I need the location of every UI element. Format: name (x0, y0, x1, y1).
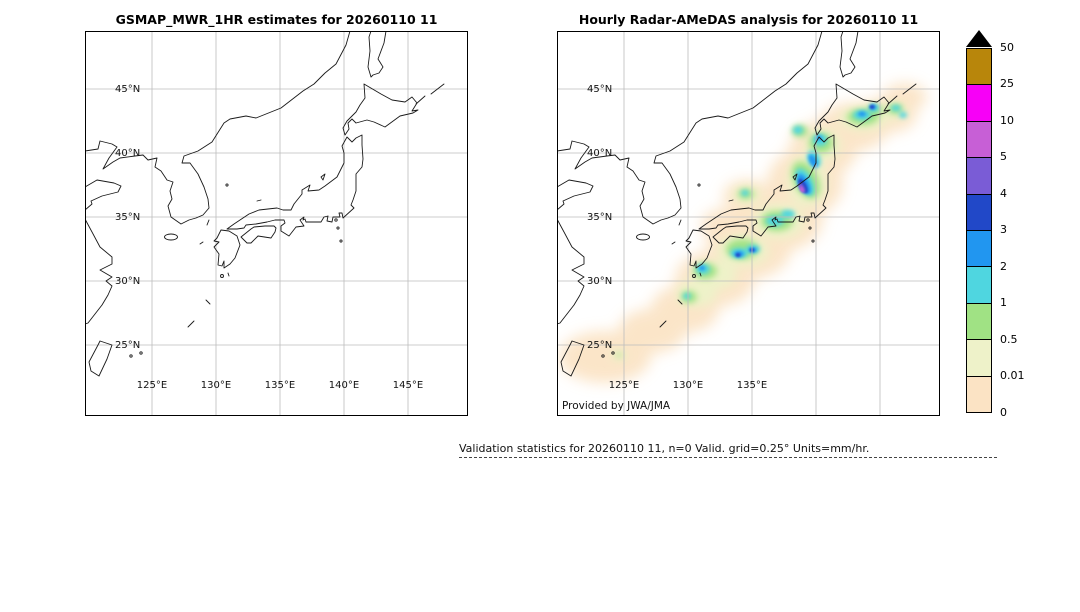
colorbar-cell (967, 193, 991, 231)
colorbar-cell (967, 375, 991, 413)
colorbar-tick-label: 0.5 (1000, 333, 1018, 346)
lat-tick-label: 35°N (587, 212, 612, 223)
lon-tick-label: 145°E (393, 380, 423, 391)
colorbar-tick-label: 1 (1000, 296, 1007, 309)
lat-tick-label: 25°N (115, 340, 140, 351)
coastlines (85, 31, 445, 377)
lat-tick-label: 45°N (587, 84, 612, 95)
lat-tick-label: 40°N (587, 148, 612, 159)
lat-tick-label: 25°N (587, 340, 612, 351)
colorbar-cell (967, 339, 991, 376)
left-map-canvas: 45°N 40°N 35°N 30°N 25°N 125°E 130°E 135… (85, 31, 468, 416)
lon-tick-label: 140°E (329, 380, 359, 391)
colorbar-tick-label: 50 (1000, 41, 1014, 54)
right-panel-title: Hourly Radar-AMeDAS analysis for 2026011… (578, 12, 919, 27)
lon-tick-label: 130°E (201, 380, 231, 391)
colorbar-cell (967, 49, 991, 85)
colorbar-tick-label: 10 (1000, 114, 1014, 127)
colorbar-tick-label: 2 (1000, 260, 1007, 273)
precipitation-field (559, 83, 927, 383)
lat-tick-label: 35°N (115, 212, 140, 223)
colorbar-tick-label: 5 (1000, 150, 1007, 163)
colorbar-cell (967, 84, 991, 121)
colorbar-tick-label: 3 (1000, 223, 1007, 236)
colorbar-cell (967, 266, 991, 303)
lon-tick-label: 135°E (737, 380, 767, 391)
left-panel-title: GSMAP_MWR_1HR estimates for 20260110 11 (115, 12, 438, 27)
lon-tick-label: 125°E (137, 380, 167, 391)
dashed-divider-line (459, 457, 997, 458)
validation-stats-text: Validation statistics for 20260110 11, n… (459, 442, 870, 455)
right-map-canvas: 45°N 40°N 35°N 30°N 25°N 125°E 130°E 135… (557, 31, 940, 416)
lon-tick-label: 125°E (609, 380, 639, 391)
colorbar-tick-label: 0.01 (1000, 369, 1025, 382)
lon-tick-label: 135°E (265, 380, 295, 391)
lon-tick-label: 130°E (673, 380, 703, 391)
colorbar-cell (967, 302, 991, 340)
precip-level-4-10 (798, 183, 806, 193)
grid-lines (85, 31, 468, 416)
colorbar (966, 48, 992, 413)
colorbar-overflow-triangle-icon (966, 30, 992, 47)
lat-tick-label: 45°N (115, 84, 140, 95)
colorbar-tick-label: 4 (1000, 187, 1007, 200)
lat-tick-label: 30°N (587, 276, 612, 287)
colorbar-cell (967, 157, 991, 194)
left-map-panel: 45°N 40°N 35°N 30°N 25°N 125°E 130°E 135… (85, 31, 468, 416)
lat-tick-label: 30°N (115, 276, 140, 287)
right-map-panel: 45°N 40°N 35°N 30°N 25°N 125°E 130°E 135… (557, 31, 940, 416)
colorbar-tick-label: 25 (1000, 77, 1014, 90)
colorbar-cell (967, 230, 991, 267)
colorbar-cell (967, 120, 991, 158)
colorbar-tick-label: 0 (1000, 406, 1007, 419)
lat-tick-label: 40°N (115, 148, 140, 159)
data-credit-label: Provided by JWA/JMA (562, 400, 671, 412)
